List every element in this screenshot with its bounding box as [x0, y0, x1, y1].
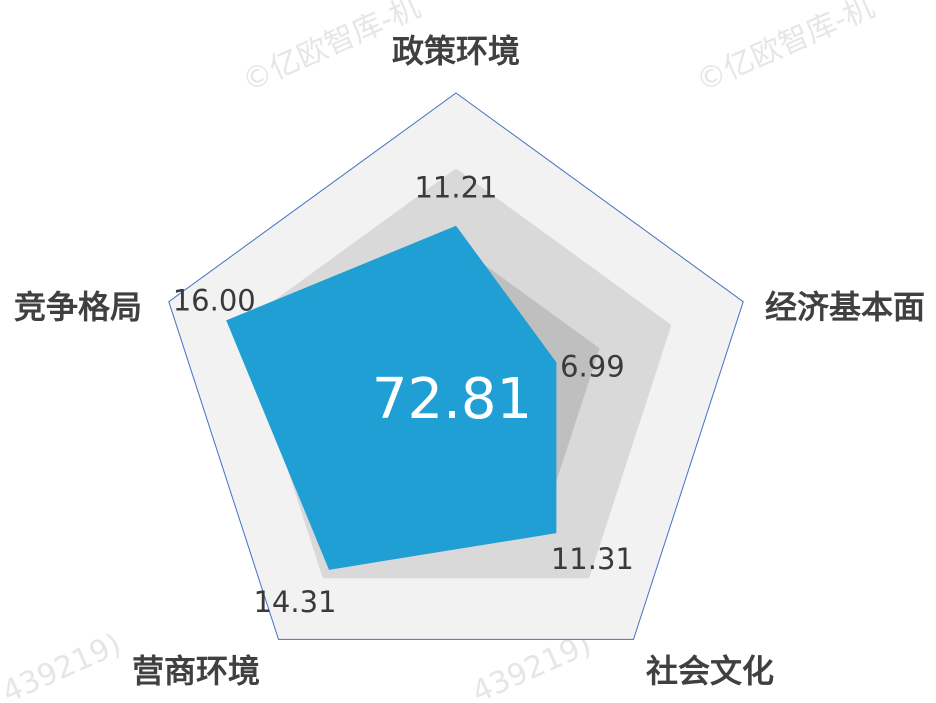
value-labels: 11.21 6.99 11.31 14.31 16.00	[173, 171, 634, 619]
series-area	[226, 225, 557, 570]
value-label-4: 14.31	[253, 585, 336, 619]
axis-label-1: 政策环境	[392, 32, 520, 70]
axis-label-4: 营商环境	[132, 652, 260, 690]
axis-label-5: 竞争格局	[14, 288, 142, 326]
axis-label-3: 社会文化	[646, 652, 774, 690]
value-label-2: 6.99	[560, 349, 625, 383]
value-label-1: 11.21	[414, 171, 497, 205]
center-total: 72.81	[372, 367, 532, 432]
axis-label-2: 经济基本面	[765, 288, 925, 326]
value-label-3: 11.31	[551, 542, 634, 576]
value-label-5: 16.00	[173, 283, 256, 317]
watermark-bottom-left: 439219)	[0, 627, 127, 703]
watermark-top-right: ©亿欧智库-机	[691, 0, 880, 99]
